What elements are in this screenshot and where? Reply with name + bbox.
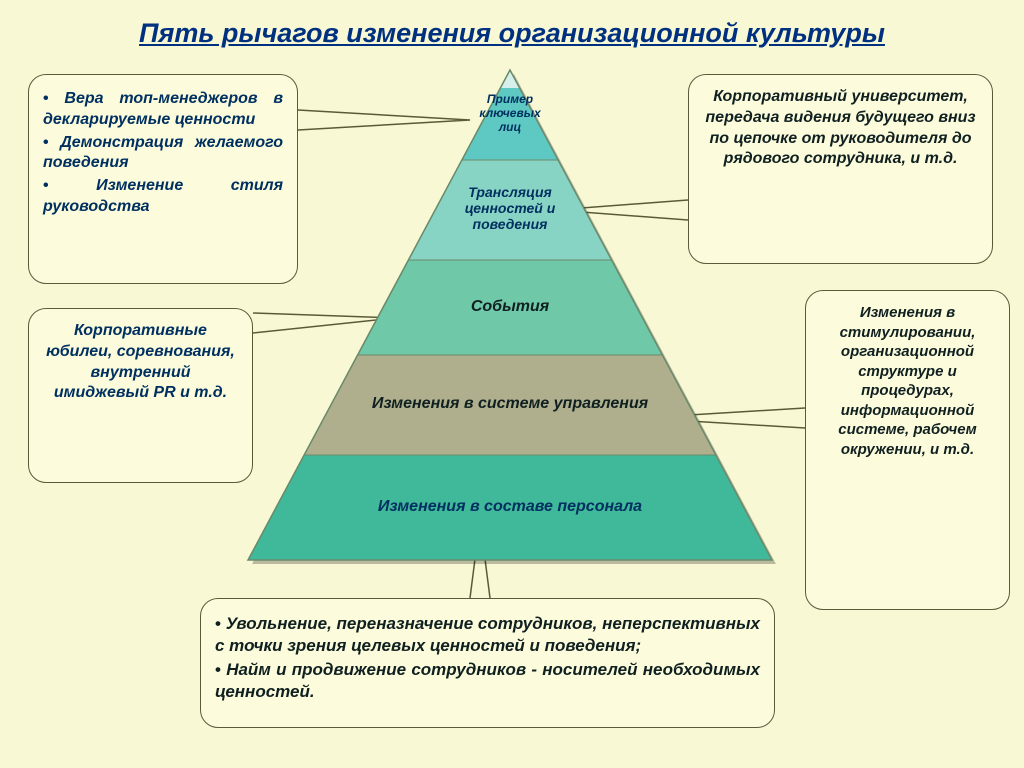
pyramid-layer-label: Трансляция ценностей и поведения: [443, 184, 578, 232]
pyramid-layer-label: События: [396, 298, 625, 316]
pyramid-layer-label: Изменения в системе управления: [349, 395, 671, 413]
pyramid-layer-label: Пример ключевых лиц: [475, 93, 545, 134]
pyramid-layer-label: Изменения в составе персонала: [299, 498, 720, 516]
